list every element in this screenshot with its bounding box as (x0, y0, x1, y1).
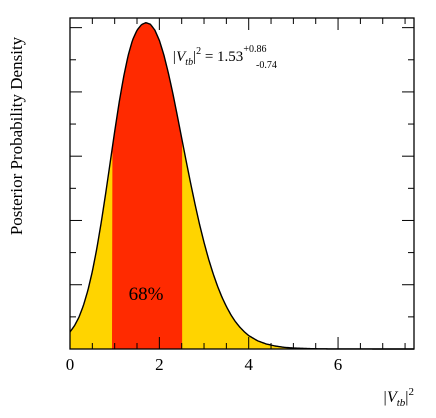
plot-fills (70, 22, 414, 350)
x-label-sub: tb (397, 397, 406, 409)
x-tick-label: 4 (244, 355, 253, 374)
x-tick-label: 6 (334, 355, 343, 374)
axis-ticks (69, 18, 414, 349)
vtb-result-annotation: |Vtb|2 = 1.53+0.86 (172, 44, 266, 68)
x-tick-label: 2 (155, 355, 164, 374)
ann-plus: +0.86 (243, 44, 266, 55)
x-tick-label: 0 (66, 355, 75, 374)
ann-pre: |V (172, 49, 187, 65)
x-label-pre: |V (383, 389, 399, 406)
interval-68-label: 68% (129, 284, 164, 305)
y-axis-label: Posterior Probability Density (7, 36, 26, 235)
x-axis-label: |Vtb|2 (383, 386, 414, 409)
ann-sup: 2 (196, 46, 201, 57)
plot-frame (69, 17, 415, 350)
x-label-sup: 2 (409, 386, 415, 398)
ann-post: | (193, 49, 196, 65)
x-label-post: | (405, 389, 408, 406)
ann-minus: -0.74 (256, 60, 277, 71)
interval-68-fill (111, 22, 183, 350)
ann-sub: tb (185, 57, 193, 68)
x-tick-labels: 0 2 4 6 (66, 355, 343, 374)
ann-eq: = 1.53 (201, 49, 243, 65)
